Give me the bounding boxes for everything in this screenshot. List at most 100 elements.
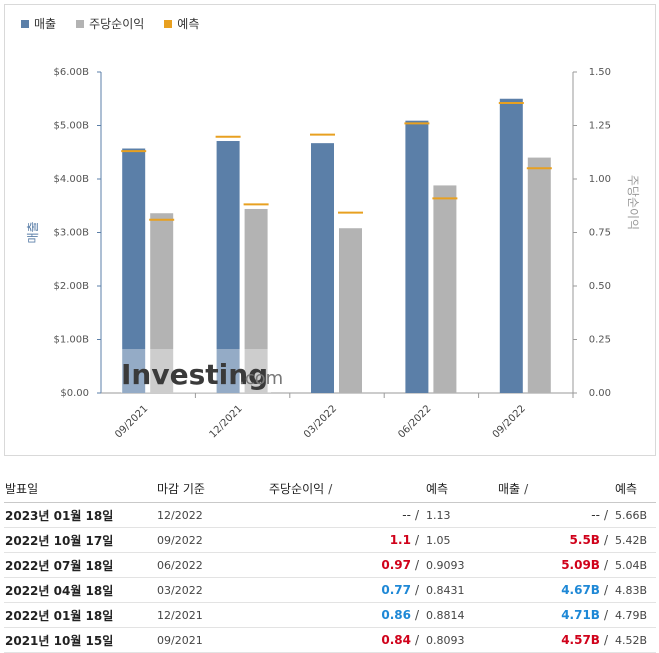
left-tick-label: $1.00B — [54, 335, 90, 346]
row-eps: 1.1 — [389, 533, 411, 547]
row-date: 2021년 10월 15일 — [4, 627, 156, 653]
axes-layer: $0.00 $1.00B $2.00B $3.00B $4.00B $5.00B $6.00… — [26, 67, 640, 399]
right-tick-label: 0.75 — [589, 228, 611, 239]
row-eps-cell: 0.84/ — [268, 627, 420, 653]
row-revenue-sep: / — [603, 533, 608, 547]
revenue-bar — [405, 120, 429, 393]
x-tick-label: 09/2022 — [491, 403, 528, 440]
legend-item-revenue[interactable]: 매출 — [21, 15, 56, 32]
row-date: 2022년 04월 18일 — [4, 577, 156, 603]
row-revenue-sep: / — [603, 583, 608, 597]
row-period: 09/2022 — [156, 527, 268, 553]
table-row: 2022년 10월 17일 09/2022 1.1/1.05 5.5B/5.42B — [4, 527, 656, 553]
row-revenue-sep: / — [603, 508, 608, 522]
row-eps-sep: / — [414, 558, 419, 572]
row-eps-forecast: 0.9093 — [420, 552, 497, 578]
header-revenue-forecast[interactable]: 예측 — [609, 474, 656, 503]
eps-bar — [527, 157, 551, 393]
row-period: 06/2022 — [156, 552, 268, 578]
row-date: 2022년 10월 17일 — [4, 527, 156, 553]
row-revenue-sep: / — [603, 608, 608, 622]
row-eps-sep: / — [414, 533, 419, 547]
table-row: 2022년 07월 18일 06/2022 0.97/0.9093 5.09B/5.0… — [4, 552, 656, 578]
revenue-bar — [311, 143, 334, 393]
x-tick-label: 03/2022 — [302, 403, 339, 440]
row-eps-forecast: 0.8093 — [420, 627, 497, 653]
row-period: 09/2021 — [156, 627, 268, 653]
right-tick-label: 1.25 — [589, 121, 611, 132]
left-tick-label: $3.00B — [54, 228, 90, 239]
row-revenue-cell: 4.67B / — [497, 577, 609, 603]
watermark-brand: Investing — [121, 358, 268, 391]
labels-layer: 09/2021 12/2021 03/2022 06/2022 09/2022 — [113, 403, 528, 440]
watermark-band — [121, 349, 271, 393]
row-eps-sep: / — [414, 508, 419, 522]
row-eps-sep: / — [414, 583, 419, 597]
row-eps: 0.97 — [381, 558, 411, 572]
chart-legend: 매출 주당순이익 예측 — [21, 15, 199, 32]
row-revenue: 5.09B — [561, 558, 600, 572]
row-eps: 0.86 — [381, 608, 411, 622]
row-period: 12/2022 — [156, 502, 268, 528]
row-date: 2022년 07월 18일 — [4, 552, 156, 578]
row-revenue: 4.57B — [561, 633, 600, 647]
earnings-table: 발표일 마감 기준 주당순이익 / 예측 매출 / 예측 2023년 01월 18일… — [4, 474, 656, 653]
table-row: 2022년 01월 18일 12/2021 0.86/0.8814 4.71B/4.7… — [4, 602, 656, 628]
row-eps-sep: / — [414, 633, 419, 647]
revenue-bar — [499, 98, 523, 393]
row-eps: -- — [402, 508, 411, 522]
earnings-chart-panel: 매출 주당순이익 예측 $0.00 $1.00B $2.00B $3.00B $4.00… — [4, 4, 656, 456]
header-revenue[interactable]: 매출 / — [497, 474, 609, 503]
x-tick-label: 09/2021 — [113, 403, 150, 440]
row-revenue-forecast: 4.52B — [609, 627, 656, 653]
row-revenue-sep: / — [603, 633, 608, 647]
row-revenue: 4.71B — [561, 608, 600, 622]
row-eps-cell: 1.1/ — [268, 527, 420, 553]
row-eps-forecast: 0.8431 — [420, 577, 497, 603]
row-date: 2023년 01월 18일 — [4, 502, 156, 528]
row-eps-cell: 0.77/ — [268, 577, 420, 603]
row-revenue: 5.5B — [569, 533, 600, 547]
legend-swatch-revenue — [21, 19, 29, 28]
header-date[interactable]: 발표일 — [4, 474, 156, 503]
eps-bar — [433, 185, 457, 393]
row-eps-cell: -- / — [268, 502, 420, 528]
x-tick-label: 12/2021 — [208, 403, 245, 440]
legend-item-eps[interactable]: 주당순이익 — [76, 15, 144, 32]
row-period: 12/2021 — [156, 602, 268, 628]
table-header-row: 발표일 마감 기준 주당순이익 / 예측 매출 / 예측 — [4, 474, 656, 503]
watermark: Investing .com — [121, 358, 283, 391]
row-revenue-forecast: 5.66B — [609, 502, 656, 528]
legend-label-eps: 주당순이익 — [89, 17, 145, 31]
table-row: 2022년 04월 18일 03/2022 0.77/0.8431 4.67B/4.8… — [4, 577, 656, 603]
row-eps: 0.84 — [381, 633, 411, 647]
bars-layer — [121, 98, 552, 393]
x-tick-label: 06/2022 — [396, 403, 433, 440]
left-tick-label: $0.00 — [60, 388, 89, 399]
table-row: 2021년 10월 15일 09/2021 0.84/0.8093 4.57B/4.5… — [4, 627, 656, 653]
legend-swatch-eps — [76, 19, 85, 28]
header-eps[interactable]: 주당순이익 / — [268, 474, 420, 503]
row-revenue-cell: 5.09B / — [497, 552, 609, 578]
row-eps-forecast: 1.05 — [420, 527, 497, 553]
revenue-bar — [122, 148, 146, 393]
header-eps-forecast[interactable]: 예측 — [420, 474, 497, 503]
row-date: 2022년 01월 18일 — [4, 602, 156, 628]
row-eps-cell: 0.86/ — [268, 602, 420, 628]
right-tick-label: 1.50 — [589, 67, 611, 78]
row-revenue-forecast: 5.42B — [609, 527, 656, 553]
earnings-table-body: 2023년 01월 18일 12/2022 --/1.13 --/5.66B 2022년… — [4, 502, 656, 653]
row-revenue: 4.67B — [561, 583, 600, 597]
row-revenue-forecast: 4.79B — [609, 602, 656, 628]
header-period[interactable]: 마감 기준 — [156, 474, 268, 503]
watermark-suffix: .com — [239, 368, 283, 389]
left-tick-label: $6.00B — [54, 67, 90, 78]
earnings-chart: $0.00 $1.00B $2.00B $3.00B $4.00B $5.00B $6.00… — [26, 67, 640, 440]
table-row: 2023년 01월 18일 12/2022 --/1.13 --/5.66B — [4, 502, 656, 528]
left-tick-label: $2.00B — [54, 281, 90, 292]
legend-item-forecast[interactable]: 예측 — [164, 15, 199, 32]
right-tick-label: 0.00 — [589, 388, 611, 399]
eps-bar — [244, 208, 268, 393]
row-revenue-cell: 5.5B / — [497, 527, 609, 553]
right-axis-title: 주당순이익 — [626, 175, 640, 230]
